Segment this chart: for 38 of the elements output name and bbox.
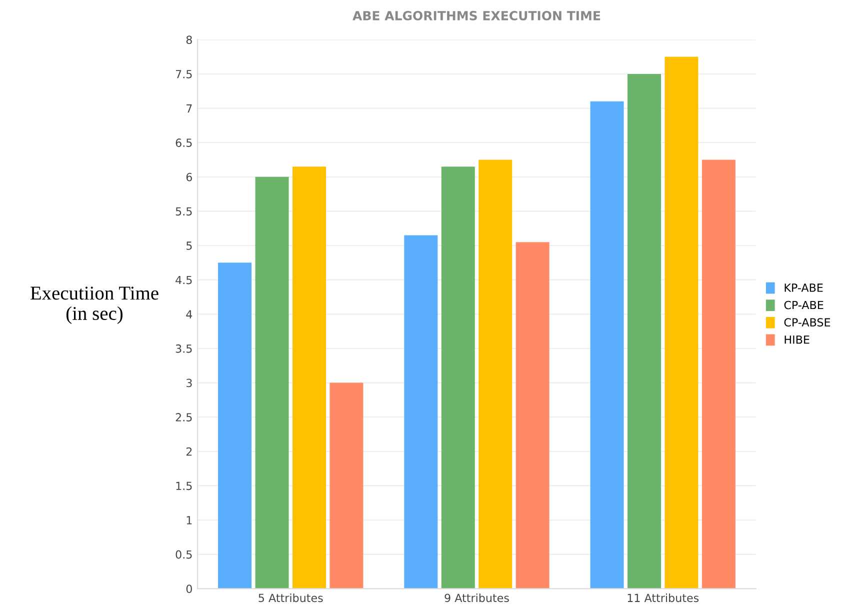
legend-label: CP-ABE <box>784 300 824 310</box>
x-tick-label: 11 Attributes <box>628 594 699 602</box>
y-tick-label: 1 <box>186 516 192 524</box>
y-tick-label: 3.5 <box>176 344 192 353</box>
y-axis-title: Executiion Time (in sec) <box>30 286 158 324</box>
y-tick-label: 2 <box>186 447 192 456</box>
bar <box>478 160 512 589</box>
bar <box>255 176 289 589</box>
y-tick-label: 2.5 <box>176 413 192 422</box>
y-tick-label: 3 <box>186 378 192 388</box>
bar <box>628 74 661 589</box>
y-tick-label: 0 <box>186 584 192 594</box>
y-tick-label: 7 <box>186 104 192 112</box>
y-tick-label: 4 <box>186 310 192 318</box>
x-tick-label: 9 Attributes <box>444 594 509 602</box>
bar <box>516 242 550 589</box>
bar <box>590 101 624 589</box>
y-tick-label: 6.5 <box>176 138 192 147</box>
y-tick-label: 5 <box>186 242 192 250</box>
legend-label: KP-ABE <box>784 284 823 292</box>
bar <box>292 166 326 589</box>
legend-label: CP-ABSE <box>784 318 830 327</box>
bar <box>441 166 475 589</box>
y-tick-label: 7.5 <box>176 70 192 78</box>
bar <box>218 262 252 589</box>
legend-label: HIBE <box>784 336 810 344</box>
bar <box>702 160 736 589</box>
y-tick-label: 8 <box>186 36 192 44</box>
x-tick-label: 5 Attributes <box>258 594 323 602</box>
y-tick-label: 5.5 <box>176 207 192 216</box>
chart-title: ABE ALGORITHMS EXECUTION TIME <box>352 10 600 20</box>
bar <box>664 56 698 589</box>
bar <box>330 382 364 589</box>
y-tick-label: 6 <box>186 172 192 182</box>
y-tick-label: 0.5 <box>176 550 192 559</box>
bar <box>404 235 438 589</box>
y-tick-label: 1.5 <box>176 482 192 490</box>
y-tick-label: 4.5 <box>176 276 192 284</box>
